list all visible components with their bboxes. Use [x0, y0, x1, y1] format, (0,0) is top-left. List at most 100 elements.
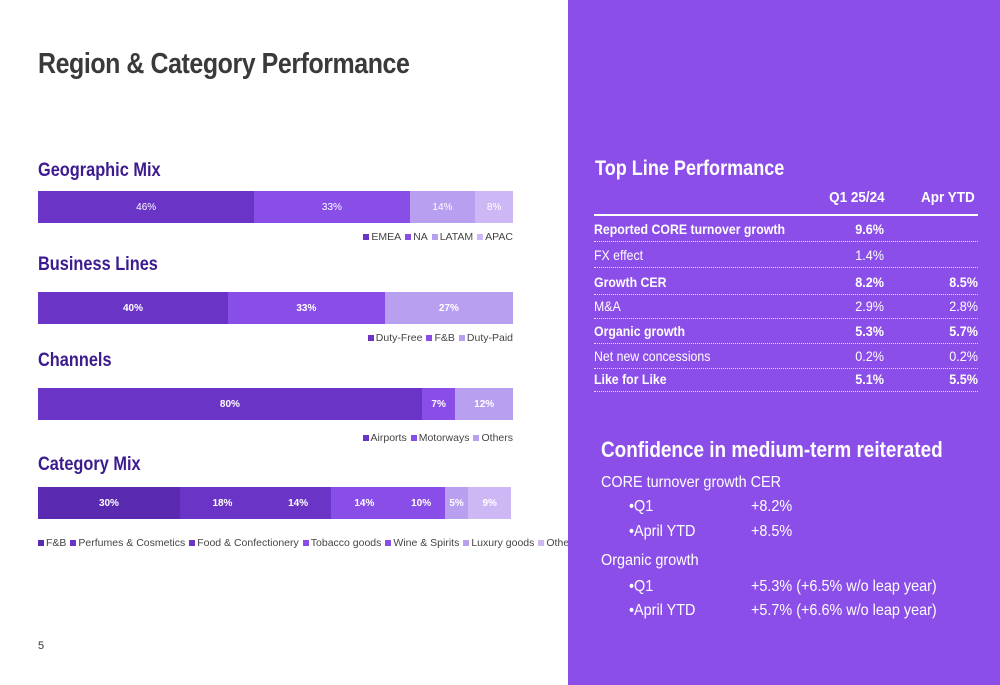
geographic-mix-chart: Geographic Mix 46% 33% 14% 8% EMEA NA LATAM AP… [38, 160, 513, 243]
conf-heading: CORE turnover growth CER [601, 474, 782, 491]
table-row: Growth CER 8.2% 8.5% [594, 271, 978, 295]
legend-item: Tobacco goods [302, 537, 382, 549]
legend-label: NA [413, 231, 428, 243]
conf-item-label: •Q1 [629, 578, 654, 595]
legend-swatch [362, 435, 369, 441]
row-value-ytd: 5.5% [949, 371, 978, 387]
bar-segment-perfumes-cosmetics: 18% [179, 487, 266, 519]
legend-item: Duty-Paid [458, 332, 513, 344]
legend-label: EMEA [371, 231, 402, 243]
column-header-q1: Q1 25/24 [829, 189, 885, 206]
bar-segment-na: 33% [254, 191, 410, 223]
row-label: Growth CER [594, 274, 667, 290]
category-mix-chart: Category Mix 30% 18% 14% 14% 10% 5% 9% F&B Perf… [38, 454, 578, 549]
legend-item: F&B [426, 332, 455, 344]
legend-label: Duty-Paid [466, 332, 513, 344]
chart-title: Category Mix [38, 454, 141, 475]
legend-item: Luxury goods [463, 537, 534, 549]
legend-item: Perfumes & Cosmetics [70, 537, 185, 549]
chart-title: Channels [38, 350, 112, 371]
row-value-ytd: 8.5% [949, 274, 978, 290]
legend-label: Tobacco goods [310, 537, 382, 549]
channels-chart: Channels 80% 7% 12% Airports Motorways Other… [38, 350, 513, 444]
legend-label: Wine & Spirits [393, 537, 460, 549]
row-value-q1: 0.2% [855, 348, 884, 364]
legend-swatch [70, 540, 77, 546]
legend-swatch [367, 335, 374, 341]
table-row: FX effect 1.4% [594, 244, 978, 268]
conf-item-label: •April YTD [629, 602, 696, 619]
table-row: Net new concessions 0.2% 0.2% [594, 345, 978, 369]
legend-item: LATAM [431, 231, 474, 243]
legend-label: Airports [370, 432, 407, 444]
bar-segment-others: 12% [455, 388, 513, 420]
legend-item: Motorways [410, 432, 469, 444]
legend-item: APAC [477, 231, 513, 243]
legend: Airports Motorways Others [362, 432, 513, 444]
legend-label: F&B [46, 537, 67, 549]
row-label: Net new concessions [594, 348, 711, 364]
row-value-q1: 9.6% [855, 221, 884, 237]
row-label: FX effect [594, 247, 644, 263]
legend-item: F&B [38, 537, 66, 549]
page-number: 5 [38, 640, 45, 652]
legend-swatch [385, 540, 392, 546]
legend-swatch [38, 540, 44, 546]
legend-item: Duty-Free [367, 332, 423, 344]
row-label: M&A [594, 298, 621, 314]
conf-item-label: •Q1 [629, 498, 654, 515]
legend-label: Others [481, 432, 513, 444]
table-row: Reported CORE turnover growth 9.6% [594, 214, 978, 242]
bar-segment-others: 9% [468, 487, 511, 519]
chart-title: Business Lines [38, 254, 158, 275]
row-value-q1: 8.2% [855, 274, 884, 290]
legend-label: Duty-Free [375, 332, 423, 344]
legend-swatch [431, 234, 438, 240]
row-label: Organic growth [594, 323, 686, 339]
legend-item: Others [473, 432, 513, 444]
legend-swatch [426, 335, 433, 341]
legend-label: LATAM [439, 231, 474, 243]
legend-swatch [477, 234, 484, 240]
row-label: Reported CORE turnover growth [594, 221, 785, 237]
legend-label: F&B [434, 332, 455, 344]
legend-swatch [473, 435, 480, 441]
bar-segment-luxury-goods: 5% [444, 487, 469, 519]
row-value-q1: 2.9% [855, 298, 884, 314]
page-title: Region & Category Performance [38, 48, 410, 80]
conf-item-value: +8.2% [751, 498, 793, 515]
stacked-bar: 40% 33% 27% [38, 292, 513, 324]
stacked-bar: 80% 7% 12% [38, 388, 513, 420]
legend-item: Airports [362, 432, 407, 444]
conf-item-value: +5.7% (+6.6% w/o leap year) [751, 602, 937, 619]
bar-segment-wine-spirits: 10% [397, 487, 445, 519]
row-value-ytd: 2.8% [949, 298, 978, 314]
legend-label: Luxury goods [471, 537, 535, 549]
conf-item-value: +8.5% [751, 523, 793, 540]
legend-label: Food & Confectionery [197, 537, 299, 549]
conf-item-label: •April YTD [629, 523, 696, 540]
legend-swatch [458, 335, 465, 341]
bar-segment-latam: 14% [409, 191, 476, 223]
column-header-ytd: Apr YTD [921, 189, 976, 206]
bar-segment-motorways: 7% [421, 388, 456, 420]
row-value-q1: 5.3% [855, 323, 884, 339]
bar-segment-apac: 8% [475, 191, 513, 223]
legend-swatch [363, 234, 370, 240]
legend: EMEA NA LATAM APAC [363, 231, 513, 243]
legend-swatch [538, 540, 545, 546]
legend-label: APAC [485, 231, 513, 243]
legend-swatch [463, 540, 470, 546]
bar-segment-f-b: 30% [38, 487, 180, 519]
bar-segment-tobacco-goods: 14% [331, 487, 398, 519]
right-panel: Top Line Performance Q1 25/24 Apr YTD Re… [568, 0, 1000, 685]
bar-segment-airports: 80% [38, 388, 422, 420]
row-label: Like for Like [594, 371, 667, 387]
legend-item: Food & Confectionery [189, 537, 299, 549]
stacked-bar: 46% 33% 14% 8% [38, 191, 513, 223]
confidence-title: Confidence in medium-term reiterated [601, 437, 943, 462]
conf-heading: Organic growth [601, 552, 699, 569]
legend: Duty-Free F&B Duty-Paid [367, 332, 513, 344]
conf-item-value: +5.3% (+6.5% w/o leap year) [751, 578, 937, 595]
legend-swatch [405, 234, 412, 240]
